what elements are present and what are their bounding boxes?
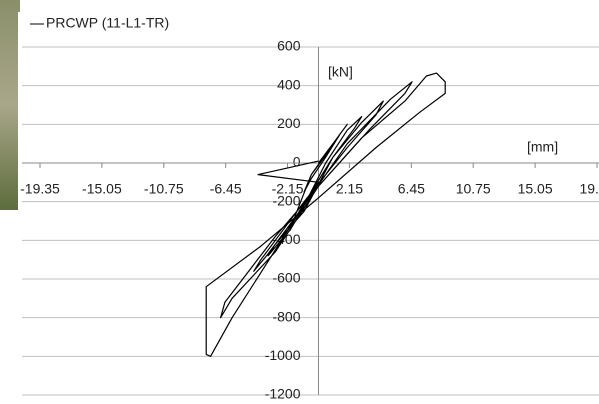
x-tick-label: -2.15: [272, 181, 304, 197]
y-tick-label: -600: [272, 270, 300, 286]
y-tick-label: -1000: [265, 347, 301, 363]
x-tick-label: 15.05: [518, 181, 553, 197]
x-tick-label: 2.15: [336, 181, 363, 197]
legend-area: [20, 0, 90, 12]
legend-label: PRCWP (11-L1-TR): [46, 15, 169, 31]
x-tick-label: 19.35: [579, 181, 599, 197]
chart: PRCWP (11-L1-TR) [kN] [mm] 6004002000-20…: [0, 0, 599, 404]
x-tick-label: 6.45: [398, 181, 425, 197]
x-tick-label: -6.45: [210, 181, 242, 197]
y-tick-label: -1200: [265, 386, 301, 402]
y-axis-label: [kN]: [328, 64, 353, 80]
y-tick-label: -800: [272, 308, 300, 324]
y-tick-label: 200: [277, 115, 301, 131]
y-tick-label: 400: [277, 76, 301, 92]
page: {"chart_data": {"type": "line", "x_label…: [0, 0, 599, 404]
x-tick-label: 10.75: [456, 181, 491, 197]
x-axis-label: [mm]: [527, 139, 558, 155]
x-tick-label: -15.05: [82, 181, 122, 197]
y-tick-label: 0: [293, 154, 301, 170]
y-tick-label: 600: [277, 38, 301, 54]
x-tick-label: -19.35: [20, 181, 60, 197]
plot-area: [18, 12, 599, 404]
x-tick-label: -10.75: [144, 181, 184, 197]
